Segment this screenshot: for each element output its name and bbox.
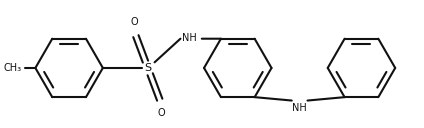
Text: NH: NH: [292, 103, 307, 113]
Text: O: O: [131, 17, 138, 28]
Text: NH: NH: [181, 33, 196, 43]
Text: S: S: [144, 63, 151, 73]
Text: O: O: [157, 108, 165, 118]
Text: CH₃: CH₃: [4, 63, 22, 73]
